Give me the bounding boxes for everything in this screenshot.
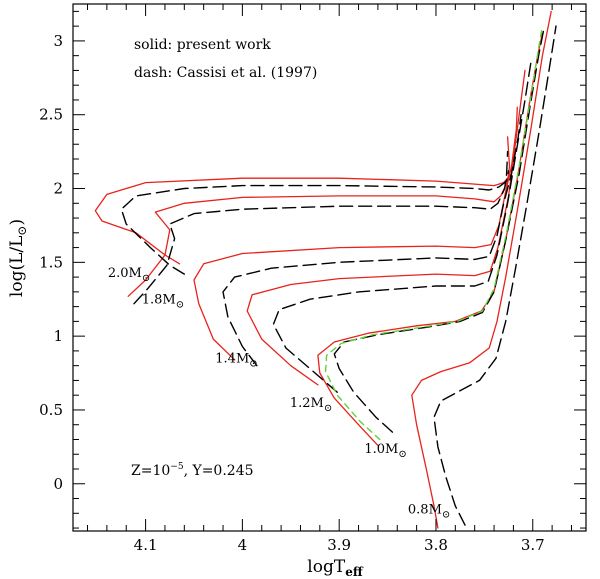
mass-label-value: 2.0M [108,266,142,281]
mass-label-sun-symbol: ⊙ [142,273,150,284]
x-tick-label: 4.1 [134,536,158,554]
series-line-1-0m-present-work [317,32,544,447]
x-tick-label: 4 [238,536,248,554]
y-tick-label: 2.5 [39,106,63,124]
mass-label-sun-symbol: ⊙ [324,403,332,414]
x-axis-title: logTeff [307,557,364,579]
y-tick-label: 0.5 [39,401,63,419]
series-layer [94,10,557,529]
mass-label-1-8m: 1.8M⊙ [142,293,184,311]
mass-label-value: 0.8M [408,502,442,517]
mass-label-value: 1.2M [290,396,324,411]
series-line-1-4m-present-work [193,106,518,361]
y-axis-title-sub: ⊙ [15,226,29,236]
mass-label-1-4m: 1.4M⊙ [215,352,257,370]
frame-layer: 4.1 4 3.9 3.8 3.700.511.522.532.0M⊙1.8M⊙1.4M… [39,3,587,554]
legend-solid: solid: present work [134,37,271,53]
series-line-1-0m-cassisi-et-al-1997 [333,25,546,433]
mass-label-1-0m: 1.0M⊙ [364,442,406,460]
series-line-2-0m-cassisi-et-al-1997 [120,170,510,275]
mass-label-value: 1.0M [364,442,398,457]
y-axis-title-close: ) [7,219,27,226]
x-axis-title-sub: eff [345,565,364,579]
x-tick-label: 3.7 [521,536,545,554]
y-tick-label: 0 [53,475,63,493]
mass-label-value: 1.4M [215,352,249,367]
mass-label-value: 1.8M [142,293,176,308]
x-tick-label: 3.9 [327,536,351,554]
composition-annotation: Z=10−5, Y=0.245 [131,462,254,479]
series-line-0-8m-cassisi-et-al-1997 [433,25,557,526]
series-line-1-8m-cassisi-et-al-1997 [133,150,509,305]
mass-label-sun-symbol: ⊙ [442,509,450,520]
y-tick-label: 3 [53,32,63,50]
plot-frame [72,3,587,532]
y-axis-title: log(L/L⊙) [7,219,29,297]
y-tick-label: 2 [53,180,63,198]
y-tick-label: 1.5 [39,253,63,271]
mass-label-2-0m: 2.0M⊙ [108,266,150,284]
mass-label-sun-symbol: ⊙ [249,359,257,370]
composition-rest: , Y=0.245 [184,463,254,479]
x-axis-title-main: logT [307,557,346,577]
series-line-1-2m-cassisi-et-al-1997 [272,62,532,393]
x-tick-label: 3.8 [424,536,448,554]
series-line-0-8m-present-work [411,10,552,529]
mass-label-1-2m: 1.2M⊙ [290,396,332,414]
y-tick-label: 1 [53,327,63,345]
composition-z: Z=10 [131,463,170,479]
series-line-1-2m-present-work [246,69,526,386]
series-line-1-8m-present-work [127,136,511,297]
y-axis-title-main: log(L/L [7,236,27,298]
mass-label-0-8m: 0.8M⊙ [408,502,450,520]
mass-label-sun-symbol: ⊙ [176,300,184,311]
legend-dash: dash: Cassisi et al. (1997) [134,65,317,81]
series-line-1-0m-comparison [324,25,544,441]
series-line-2-0m-present-work [94,158,515,265]
mass-label-sun-symbol: ⊙ [398,449,406,460]
composition-exponent: −5 [170,462,184,472]
series-line-1-4m-cassisi-et-al-1997 [222,113,522,367]
